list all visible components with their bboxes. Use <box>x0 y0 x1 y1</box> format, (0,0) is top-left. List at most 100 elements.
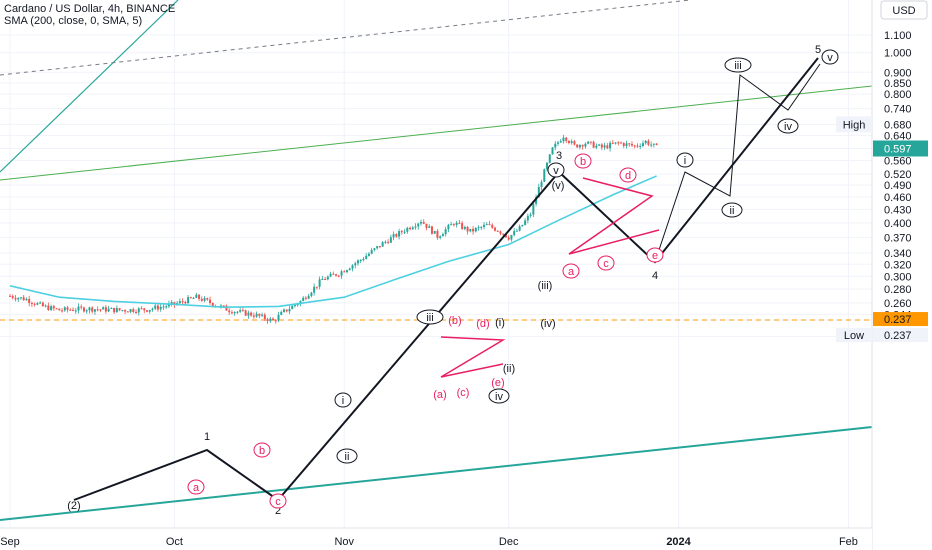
wave-label-circle <box>646 247 664 263</box>
wave-label: c <box>275 496 281 508</box>
candle-body <box>343 271 346 273</box>
candle-body <box>567 140 570 143</box>
candle-body <box>291 305 294 310</box>
candle-body <box>151 308 154 310</box>
candle-body <box>633 145 636 147</box>
low-tag-label: Low <box>844 330 864 342</box>
candle-body <box>178 301 181 304</box>
candle-body <box>411 227 414 230</box>
channel-lower-line[interactable] <box>0 426 873 521</box>
candle-body <box>488 224 491 226</box>
candle-body <box>50 306 53 311</box>
trend-line-steep[interactable] <box>0 0 179 173</box>
wave-label: 2 <box>275 505 281 517</box>
wave-projection-path[interactable] <box>654 63 821 263</box>
candle-body <box>587 141 590 144</box>
wave-label-circle <box>253 442 271 458</box>
wave-label-circle <box>336 448 358 464</box>
candle-body <box>88 307 91 311</box>
triangle-lines-small[interactable] <box>440 336 506 378</box>
candle-body <box>529 214 532 216</box>
last-price-tag[interactable] <box>873 140 928 157</box>
wave-label-circle <box>562 263 580 279</box>
candle-body <box>340 271 343 276</box>
time-tick-label: Oct <box>166 536 183 548</box>
candle-body <box>370 250 373 254</box>
symbol-title[interactable]: Cardano / US Dollar, 4h, BINANCE <box>4 3 176 15</box>
elliott-wave-drawings[interactable] <box>73 57 821 502</box>
candle-body <box>324 279 327 281</box>
triangle-lines-large[interactable] <box>568 177 660 255</box>
candle-body <box>203 298 206 301</box>
wave-label: ii <box>730 205 735 217</box>
candle-body <box>354 263 357 266</box>
wave-label-circle <box>187 479 205 495</box>
wave-label-circle <box>547 162 565 178</box>
low-tag <box>836 328 872 343</box>
currency-badge[interactable] <box>880 0 928 20</box>
candle-body <box>14 297 17 300</box>
wave-label: iii <box>426 312 433 324</box>
candle-body <box>82 307 85 312</box>
candle-body <box>274 320 277 322</box>
wave-label: (ii) <box>503 363 515 375</box>
time-tick-label: 2024 <box>666 536 691 548</box>
candle-body <box>121 310 124 312</box>
candle-body <box>430 226 433 234</box>
candle-body <box>244 310 247 316</box>
wave-primary-path[interactable] <box>73 57 819 502</box>
candle-body <box>444 229 447 235</box>
candle-body <box>400 231 403 233</box>
candle-body <box>546 162 549 170</box>
candle-body <box>302 297 305 302</box>
candle-body <box>515 230 518 232</box>
wave-label: 3 <box>556 150 562 162</box>
candle-body <box>609 142 612 149</box>
candle-body <box>384 241 387 243</box>
time-axis[interactable]: Sep Oct Nov Dec 2024 Feb <box>0 527 872 550</box>
candle-body <box>463 226 466 229</box>
wave-label: iv <box>784 121 792 133</box>
candle-body <box>359 259 362 261</box>
price-tick-label: 1.100 <box>884 30 912 42</box>
candlesticks <box>9 134 658 324</box>
candle-body <box>250 312 253 316</box>
trend-line-dashed[interactable] <box>0 0 691 76</box>
candle-body <box>77 306 80 311</box>
candle-body <box>362 259 365 261</box>
candle-body <box>58 308 61 311</box>
time-tick-label: Nov <box>334 536 354 548</box>
wave-label: (a) <box>433 389 446 401</box>
sma-200-line <box>9 175 657 308</box>
candle-body <box>543 169 546 182</box>
candle-body <box>143 308 146 311</box>
candle-body <box>548 154 551 163</box>
candle-body <box>52 306 55 309</box>
candle-body <box>269 318 272 322</box>
wave-label-circle <box>724 57 752 73</box>
channel-upper-line[interactable] <box>0 85 873 181</box>
candle-body <box>406 227 409 232</box>
wave-label: b <box>259 445 265 457</box>
candle-body <box>326 276 329 280</box>
candle-body <box>69 309 72 311</box>
candle-body <box>584 143 587 147</box>
candle-body <box>409 227 412 230</box>
price-tick-label: 0.370 <box>884 232 912 244</box>
price-axis[interactable]: USD1.1001.0000.9000.8500.8000.7400.6800.… <box>836 0 932 550</box>
wave-label-circle <box>597 255 615 271</box>
candle-body <box>644 140 647 144</box>
price-tick-label: 0.300 <box>884 271 912 283</box>
candle-body <box>521 224 524 227</box>
candle-body <box>283 309 285 312</box>
candle-body <box>647 140 650 145</box>
currency-label[interactable]: USD <box>892 5 915 17</box>
indicator-legend[interactable]: SMA (200, close, 0, SMA, 5) <box>4 15 143 27</box>
candle-body <box>337 275 340 277</box>
candle-body <box>296 304 299 306</box>
candle-body <box>285 309 288 312</box>
trendline-drawings[interactable] <box>0 0 873 521</box>
candle-body <box>115 308 118 313</box>
level-price-tag[interactable] <box>873 312 928 327</box>
